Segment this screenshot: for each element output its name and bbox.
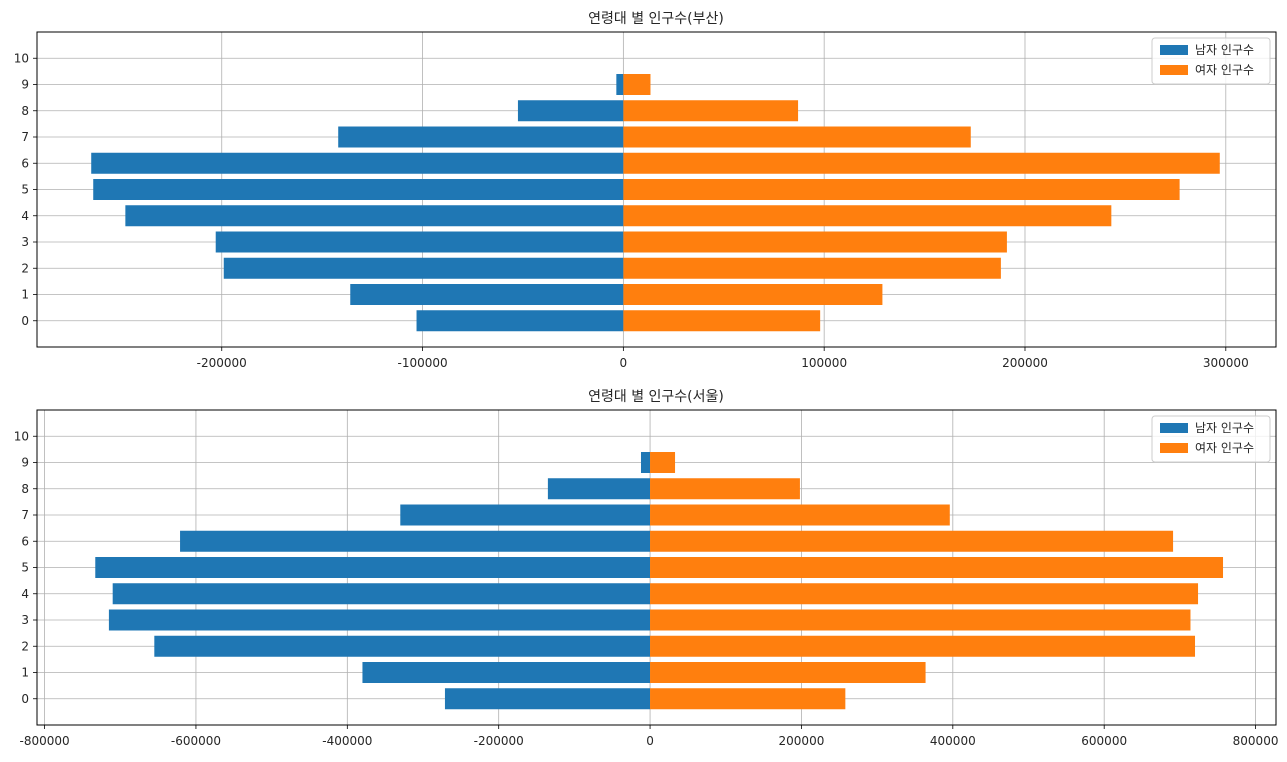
y-tick-label: 0 [21, 692, 29, 706]
male-bar-2 [223, 257, 624, 279]
y-tick-label: 6 [21, 534, 29, 548]
y-tick-label: 4 [21, 587, 29, 601]
male-bar-7 [338, 126, 624, 148]
y-tick-label: 9 [21, 456, 29, 470]
legend-swatch-female [1160, 65, 1188, 75]
chart-title: 연령대 별 인구수(서울) [588, 389, 724, 405]
y-tick-label: 5 [21, 183, 29, 197]
y-tick-label: 3 [21, 613, 29, 627]
female-bar-9 [623, 74, 651, 95]
female-bar-2 [650, 635, 1196, 657]
x-tick-label: -100000 [397, 356, 447, 370]
female-bar-3 [650, 609, 1191, 631]
male-bar-1 [362, 662, 651, 683]
male-bar-5 [93, 179, 624, 200]
male-bar-8 [547, 478, 651, 500]
male-bar-0 [444, 688, 651, 710]
male-bar-5 [95, 557, 651, 578]
male-bar-2 [154, 635, 651, 657]
female-bar-7 [650, 504, 950, 526]
male-bar-3 [215, 231, 624, 253]
female-bar-8 [623, 100, 799, 122]
legend: 남자 인구수 여자 인구수 [1151, 415, 1271, 463]
y-tick-label: 8 [21, 482, 29, 496]
female-bar-0 [650, 688, 846, 710]
busan-chart: 연령대 별 인구수(부산) -200000 -100000 0 100000 20000… [14, 11, 1277, 370]
y-tick-label: 3 [21, 235, 29, 249]
y-tick-label: 0 [21, 314, 29, 328]
y-tick-label: 6 [21, 156, 29, 170]
x-tick-label: 200000 [1002, 356, 1048, 370]
female-bar-2 [623, 257, 1001, 279]
legend-label-female: 여자 인구수 [1195, 63, 1254, 77]
female-bar-9 [650, 452, 676, 473]
y-tick-label: 2 [21, 639, 29, 653]
chart-title: 연령대 별 인구수(부산) [588, 11, 724, 27]
x-tick-label: -800000 [19, 734, 69, 748]
legend-swatch-male [1160, 45, 1188, 55]
x-tick-label: 600000 [1081, 734, 1127, 748]
x-tick-label: -400000 [322, 734, 372, 748]
y-tick-label: 1 [21, 288, 29, 302]
x-tick-label: -200000 [197, 356, 247, 370]
female-bar-4 [623, 205, 1112, 227]
y-tick-label: 7 [21, 130, 29, 144]
legend: 남자 인구수 여자 인구수 [1151, 37, 1271, 85]
y-tick-label: 4 [21, 209, 29, 223]
y-tick-label: 10 [14, 51, 29, 65]
male-bar-0 [416, 310, 624, 332]
seoul-chart: 연령대 별 인구수(서울) -800000 -600000 -400000 -2000… [14, 389, 1279, 748]
female-bar-8 [650, 478, 800, 500]
legend-swatch-female [1160, 443, 1188, 453]
female-bar-5 [650, 557, 1224, 578]
y-tick-label: 7 [21, 508, 29, 522]
legend-label-male: 남자 인구수 [1195, 421, 1254, 435]
male-bar-3 [108, 609, 651, 631]
female-bar-3 [623, 231, 1007, 253]
female-bar-4 [650, 583, 1199, 605]
x-tick-label: 200000 [779, 734, 825, 748]
legend-swatch-male [1160, 423, 1188, 433]
female-bar-6 [623, 152, 1220, 174]
x-tick-label: 0 [646, 734, 654, 748]
y-tick-label: 10 [14, 429, 29, 443]
y-tick-label: 9 [21, 78, 29, 92]
male-bar-4 [125, 205, 624, 227]
x-tick-label: 300000 [1203, 356, 1249, 370]
x-tick-label: 400000 [930, 734, 976, 748]
male-bar-9 [640, 452, 651, 473]
x-tick-label: 100000 [801, 356, 847, 370]
male-bar-9 [616, 74, 624, 95]
female-bar-1 [623, 284, 883, 305]
x-tick-label: 0 [620, 356, 628, 370]
female-bar-5 [623, 179, 1180, 200]
female-bar-0 [623, 310, 821, 332]
y-tick-label: 8 [21, 104, 29, 118]
x-tick-label: -600000 [171, 734, 221, 748]
male-bar-7 [400, 504, 651, 526]
female-bar-1 [650, 662, 926, 683]
female-bar-6 [650, 530, 1174, 552]
x-tick-label: -200000 [474, 734, 524, 748]
male-bar-1 [350, 284, 624, 305]
x-tick-label: 800000 [1233, 734, 1279, 748]
male-bar-8 [517, 100, 624, 122]
male-bar-4 [112, 583, 651, 605]
legend-label-female: 여자 인구수 [1195, 441, 1254, 455]
female-bar-7 [623, 126, 971, 148]
legend-label-male: 남자 인구수 [1195, 43, 1254, 57]
y-tick-label: 1 [21, 666, 29, 680]
y-tick-label: 2 [21, 261, 29, 275]
male-bar-6 [180, 530, 651, 552]
male-bar-6 [91, 152, 624, 174]
y-tick-label: 5 [21, 561, 29, 575]
